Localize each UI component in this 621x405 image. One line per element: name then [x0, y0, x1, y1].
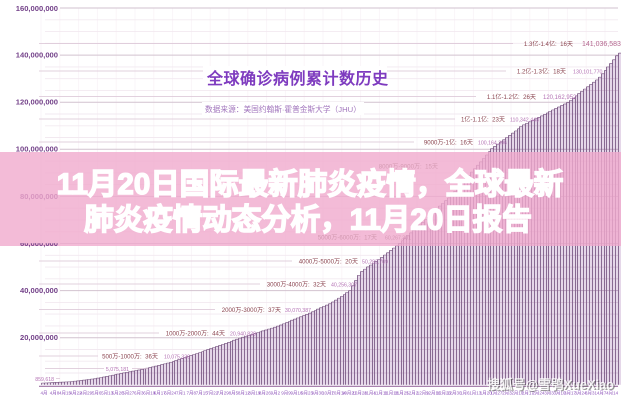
svg-text:20,000,000: 20,000,000 [20, 333, 58, 342]
svg-text:1000万-2000万: 44天: 1000万-2000万: 44天 [166, 331, 225, 338]
svg-text:搜狐号@雪鸮XueXiao: 搜狐号@雪鸮XueXiao [487, 377, 614, 392]
svg-text:20,940,838: 20,940,838 [230, 331, 256, 337]
svg-text:肺炎疫情动态分析，11月20日报告: 肺炎疫情动态分析，11月20日报告 [84, 203, 532, 237]
svg-text:130,101,770: 130,101,770 [573, 69, 603, 75]
svg-text:5,075,181: 5,075,181 [106, 367, 129, 373]
svg-text:1.3亿-1.4亿: 16天: 1.3亿-1.4亿: 16天 [524, 40, 573, 48]
svg-text:10,075,330: 10,075,330 [164, 354, 190, 360]
svg-text:120,162,952: 120,162,952 [543, 95, 577, 101]
svg-text:30,070,387: 30,070,387 [285, 308, 311, 314]
svg-text:1.2亿-1.3亿: 18天: 1.2亿-1.3亿: 18天 [517, 68, 566, 76]
svg-text:40,256,307: 40,256,307 [331, 282, 357, 288]
svg-text:500万-1000万: 36天: 500万-1000万: 36天 [102, 354, 158, 361]
svg-text:120,000,000: 120,000,000 [16, 98, 58, 107]
svg-text:110,342,443: 110,342,443 [510, 117, 539, 123]
svg-text:9000万-1亿: 16天: 9000万-1亿: 16天 [424, 139, 473, 147]
svg-text:全球确诊病例累计数历史: 全球确诊病例累计数历史 [206, 69, 389, 88]
svg-text:50,282,709: 50,282,709 [362, 259, 388, 265]
svg-text:2000万-3000万: 37天: 2000万-3000万: 37天 [222, 307, 281, 314]
svg-text:1亿-1.1亿: 23天: 1亿-1.1亿: 23天 [461, 116, 505, 124]
svg-text:4000万-5000万: 20天: 4000万-5000万: 20天 [299, 259, 358, 266]
svg-text:100,164,396: 100,164,396 [478, 140, 507, 146]
svg-text:3000万-4000万: 32天: 3000万-4000万: 32天 [267, 282, 326, 289]
svg-text:1.1亿-1.2亿: 26天: 1.1亿-1.2亿: 26天 [487, 93, 536, 101]
svg-text:140,000,000: 140,000,000 [16, 51, 58, 60]
svg-text:141,036,583: 141,036,583 [582, 41, 621, 48]
svg-text:11月20日国际最新肺炎疫情，全球最新: 11月20日国际最新肺炎疫情，全球最新 [57, 167, 564, 201]
svg-text:数据来源：美国约翰斯·霍普金斯大学（JHU）: 数据来源：美国约翰斯·霍普金斯大学（JHU） [205, 104, 361, 114]
svg-text:160,000,000: 160,000,000 [16, 4, 58, 13]
svg-text:859,618: 859,618 [35, 377, 54, 383]
svg-text:40,000,000: 40,000,000 [20, 286, 58, 295]
